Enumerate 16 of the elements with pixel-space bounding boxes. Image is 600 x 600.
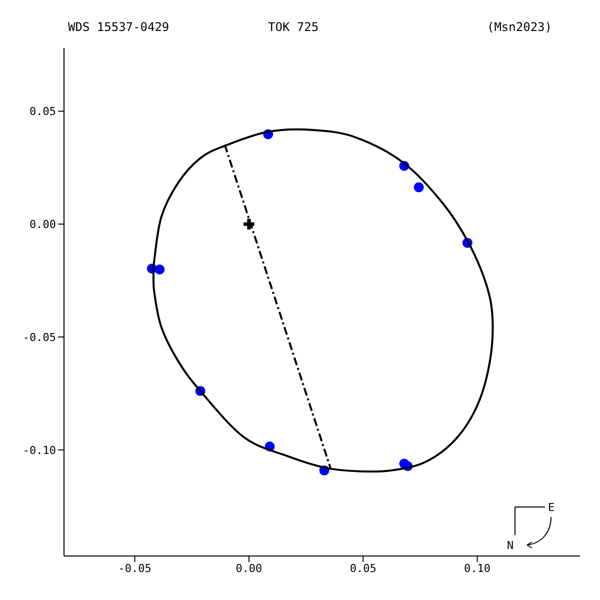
- annotation: E: [548, 501, 555, 514]
- point: [154, 264, 165, 274]
- point: [414, 182, 424, 192]
- annotation: N: [507, 539, 514, 552]
- y-tick-label: -0.05: [22, 330, 56, 344]
- x-tick-label: 0.00: [236, 562, 262, 575]
- text: TOK 725: [268, 20, 319, 34]
- text: (Msn2023): [486, 20, 552, 34]
- x-tick-label: 0.10: [464, 562, 491, 575]
- y-tick-label: 0.00: [30, 218, 56, 232]
- x-tick-label: 0.05: [350, 562, 376, 575]
- y-tick-label: 0.05: [30, 105, 56, 118]
- x-tick-label: -0.05: [118, 562, 152, 575]
- y-tick-label: -0.10: [22, 444, 56, 457]
- text: WDS 15537-0429: [68, 20, 170, 34]
- point: [244, 218, 254, 230]
